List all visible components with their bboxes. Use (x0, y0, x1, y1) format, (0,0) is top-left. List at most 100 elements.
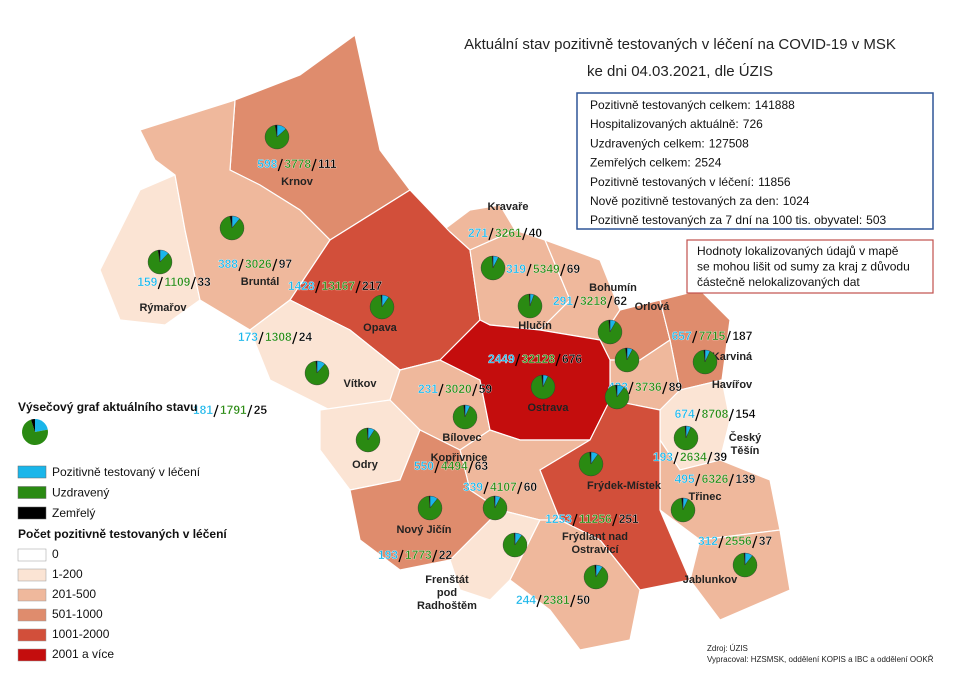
stat-label: Pozitivně testovaných za 7 dní na 100 ti… (590, 213, 862, 227)
district-value: 598 (257, 157, 277, 171)
district-value: 22 (439, 548, 453, 562)
district-name: Krnov (281, 176, 314, 188)
pie-slice (684, 425, 687, 439)
district-value: 4107 (490, 480, 517, 494)
pie-slice (463, 404, 466, 418)
pie-slice (491, 255, 494, 269)
legend-swatch (17, 628, 47, 642)
district-value: 60 (524, 480, 538, 494)
stat-line: Pozitivně testovaných celkem: 141888 (590, 98, 795, 112)
district-value: 231 (418, 382, 438, 396)
pie-slice (355, 427, 381, 453)
district-values: 388 3026 97 (218, 257, 293, 272)
pie-slice (594, 564, 597, 578)
stat-label: Zemřelých celkem: (590, 156, 691, 170)
district-name: Bruntál (241, 276, 280, 288)
district-value: 6326 (702, 472, 729, 486)
district-values: 598 3778 111 (257, 157, 337, 171)
district-value: 89 (669, 380, 683, 394)
stat-value: 1024 (783, 194, 810, 208)
pie-slice (315, 360, 318, 374)
separator (398, 549, 404, 563)
district-value: 271 (468, 226, 488, 240)
district-name: Opava (363, 322, 398, 334)
separator (628, 381, 634, 395)
separator (311, 158, 317, 172)
separator (272, 258, 278, 272)
district-value: 3736 (635, 380, 662, 394)
pie-slice (517, 293, 543, 319)
pie-slice (614, 347, 640, 373)
district-value: 1791 (220, 403, 247, 417)
district-values: 319 5349 69 (506, 262, 581, 277)
legend-swatch (17, 648, 47, 662)
district-value: 2449 (488, 352, 515, 366)
separator (483, 481, 489, 495)
district-values: 231 3020 59 (418, 382, 493, 396)
pie-slice (597, 319, 623, 345)
separator (560, 263, 566, 277)
separator (728, 473, 734, 487)
district-value: 495 (675, 472, 695, 486)
district-name: Ostravicí (571, 544, 619, 556)
district-value: 3020 (445, 382, 472, 396)
district-name: Hlučín (518, 320, 552, 332)
district-value: 159 (137, 275, 157, 289)
district-values: 657 7715 187 (671, 329, 752, 344)
separator (752, 535, 758, 549)
title: Aktuální stav pozitivně testovaných v lé… (464, 36, 896, 53)
district-name: Orlová (635, 301, 671, 313)
pie-slice (589, 451, 592, 465)
separator (695, 473, 701, 487)
separator (355, 280, 361, 294)
pie-slice (673, 425, 699, 451)
pie-slice (625, 347, 628, 361)
separator (315, 280, 321, 294)
separator (434, 460, 440, 474)
district-value: 40 (529, 226, 543, 240)
district-value: 62 (614, 294, 628, 308)
legend-swatch (17, 486, 47, 499)
pie-slice (366, 427, 369, 441)
pie-slice (264, 124, 290, 150)
pie-slice (604, 384, 630, 410)
district-values: 1428 13167 217 (288, 279, 383, 294)
separator (718, 535, 724, 549)
separator (707, 451, 713, 465)
district-value: 3778 (284, 157, 311, 171)
district-name: Třinec (688, 491, 721, 503)
stat-line: Hospitalizovaných aktuálně: 726 (590, 117, 763, 131)
district-value: 676 (562, 352, 582, 366)
legend-swatch (17, 548, 47, 562)
stat-label: Nově pozitivně testovaných za den: (590, 194, 779, 208)
legend-swatch (17, 608, 47, 622)
pie-slice (493, 495, 496, 509)
separator (662, 381, 668, 395)
district-name: Český (729, 431, 762, 444)
stat-line: Pozitivně testovaných za 7 dní na 100 ti… (590, 213, 887, 227)
district-value: 8708 (702, 407, 729, 421)
pie-slice (578, 451, 604, 477)
legend-title: Výsečový graf aktuálního stavu (18, 400, 197, 414)
legend-pie-icon (30, 419, 35, 432)
district-value: 251 (619, 512, 639, 526)
pie-slice (274, 124, 278, 138)
separator (572, 513, 578, 527)
separator (725, 330, 731, 344)
district-value: 3218 (580, 294, 607, 308)
district-values: 181 1791 25 (193, 403, 268, 417)
district-value: 388 (218, 257, 238, 271)
pie-slice (681, 497, 684, 511)
stat-label: Pozitivně testovaných celkem: (590, 98, 751, 112)
legend-label: 0 (52, 547, 59, 561)
district-value: 3261 (495, 226, 522, 240)
separator (292, 331, 298, 345)
district-value: 181 (193, 403, 213, 417)
legend-label: 2001 a více (52, 647, 114, 661)
district-value: 32128 (522, 352, 556, 366)
stat-value: 141888 (755, 98, 795, 112)
district-value: 187 (732, 329, 752, 343)
district-value: 1428 (288, 279, 315, 293)
district-value: 312 (698, 534, 718, 548)
district-values: 495 6326 139 (674, 472, 755, 487)
